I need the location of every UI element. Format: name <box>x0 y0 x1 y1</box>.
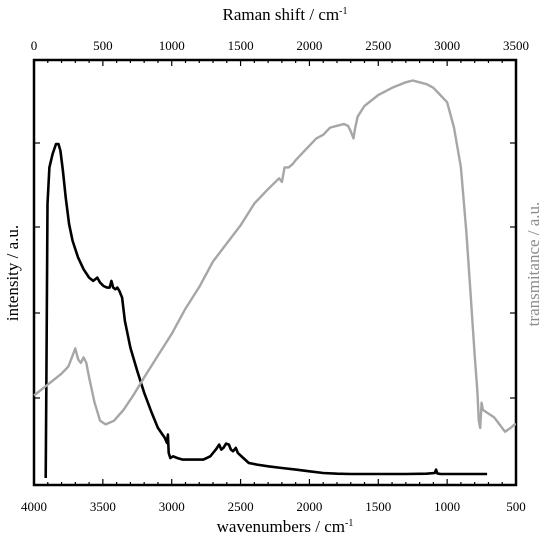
right-axis-title: transmitance / a.u. <box>524 202 543 327</box>
bottom-tick-label: 1000 <box>434 499 460 514</box>
ftir-series-line <box>33 79 516 433</box>
bottom-axis-title: wavenumbers / cm-1 <box>217 517 354 536</box>
bottom-tick-label: 3500 <box>90 499 116 514</box>
top-tick-label: 3000 <box>434 38 460 53</box>
top-axis-title: Raman shift / cm-1 <box>223 5 348 24</box>
top-tick-label: 2500 <box>365 38 391 53</box>
plot-area <box>32 58 518 487</box>
plot-layer <box>33 79 516 479</box>
raman-series-line <box>44 142 488 479</box>
bottom-tick-label: 1500 <box>365 499 391 514</box>
top-tick-label: 2000 <box>296 38 322 53</box>
left-axis-title: intensity / a.u. <box>3 225 22 321</box>
ticks-layer <box>33 60 517 485</box>
bottom-tick-label: 2000 <box>296 499 322 514</box>
bottom-tick-label: 4000 <box>21 499 47 514</box>
bottom-tick-label: 500 <box>506 499 526 514</box>
bottom-tick-label: 3000 <box>159 499 185 514</box>
bottom-tick-label: 2500 <box>228 499 254 514</box>
tick-labels: 0 500 1000 1500 2000 2500 3000 3500 4000 3500 3000… <box>21 38 529 514</box>
top-tick-label: 1000 <box>159 38 185 53</box>
top-tick-label: 1500 <box>228 38 254 53</box>
top-tick-label: 500 <box>93 38 113 53</box>
top-tick-label: 0 <box>31 38 38 53</box>
top-tick-label: 3500 <box>503 38 529 53</box>
